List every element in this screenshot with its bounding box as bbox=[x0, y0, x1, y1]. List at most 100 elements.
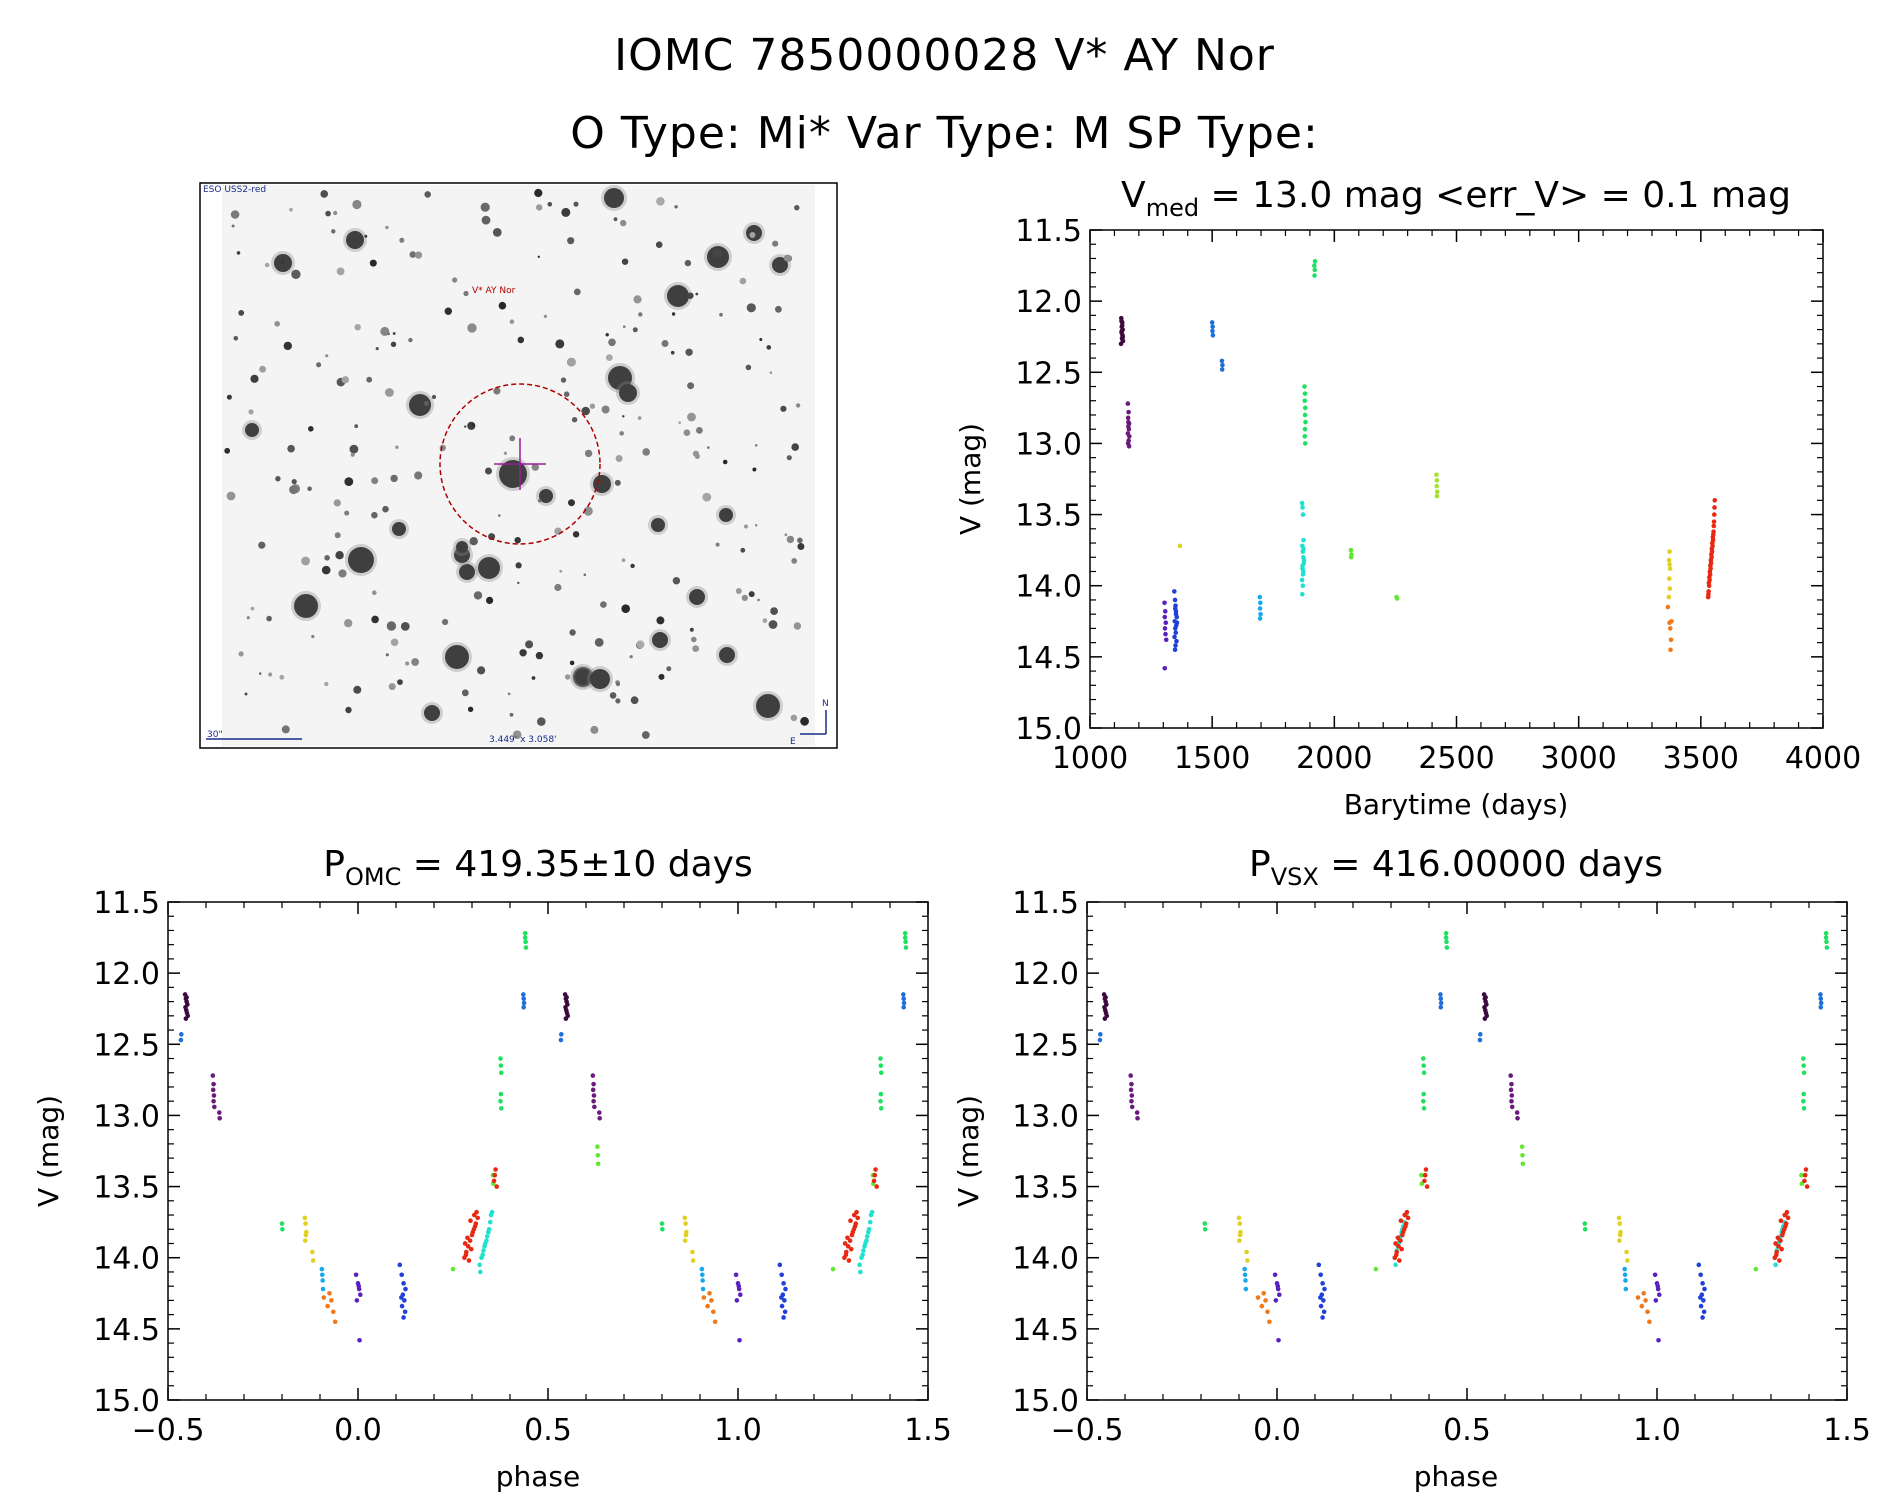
star bbox=[473, 591, 483, 600]
star bbox=[388, 683, 396, 691]
data-point bbox=[474, 1209, 479, 1215]
data-point bbox=[1202, 1226, 1208, 1232]
y-tick-label: 11.5 bbox=[93, 886, 160, 921]
data-point bbox=[1302, 441, 1308, 446]
data-point bbox=[1617, 1238, 1622, 1243]
star bbox=[629, 655, 633, 659]
data-point bbox=[590, 1073, 596, 1078]
star-halo bbox=[389, 519, 409, 539]
star bbox=[584, 449, 593, 458]
star bbox=[594, 638, 604, 647]
data-point bbox=[1478, 1032, 1483, 1037]
data-point bbox=[1174, 638, 1179, 644]
star bbox=[775, 305, 782, 313]
x-tick-label: 0.0 bbox=[1253, 1413, 1301, 1448]
data-point bbox=[734, 1298, 740, 1303]
star-halo bbox=[451, 544, 473, 566]
star bbox=[409, 394, 431, 416]
data-point bbox=[1421, 1091, 1426, 1097]
data-point bbox=[523, 945, 529, 950]
data-point bbox=[781, 1281, 786, 1286]
star bbox=[621, 258, 629, 265]
data-point bbox=[660, 1226, 665, 1232]
data-point bbox=[1801, 1091, 1806, 1097]
star bbox=[783, 254, 791, 262]
data-point bbox=[1127, 434, 1132, 439]
data-point bbox=[1667, 626, 1673, 631]
star bbox=[353, 685, 362, 694]
star bbox=[667, 285, 689, 307]
x-tick-label: 1500 bbox=[1174, 741, 1250, 776]
data-point bbox=[597, 1115, 602, 1121]
star bbox=[655, 241, 663, 248]
star-field bbox=[224, 185, 809, 739]
data-point bbox=[1162, 626, 1168, 631]
star bbox=[622, 415, 625, 418]
data-point bbox=[1302, 398, 1308, 404]
data-point bbox=[858, 1269, 863, 1275]
data-point bbox=[733, 1272, 739, 1278]
star bbox=[461, 689, 469, 697]
data-point bbox=[779, 1272, 784, 1278]
data-point bbox=[1667, 586, 1673, 591]
data-point bbox=[1434, 478, 1440, 483]
data-point bbox=[1236, 1215, 1242, 1221]
data-point bbox=[699, 1266, 705, 1272]
star bbox=[638, 312, 643, 317]
star bbox=[780, 405, 787, 412]
data-point bbox=[1162, 614, 1168, 620]
data-point bbox=[737, 1292, 743, 1298]
star bbox=[266, 615, 272, 622]
data-point bbox=[1303, 419, 1308, 425]
data-point bbox=[1301, 557, 1307, 563]
data-point bbox=[595, 1144, 600, 1150]
data-point bbox=[1125, 401, 1131, 406]
data-point bbox=[522, 931, 528, 936]
data-point bbox=[1394, 1252, 1399, 1258]
star bbox=[573, 288, 581, 296]
star bbox=[375, 347, 379, 351]
data-point bbox=[399, 1303, 405, 1309]
star bbox=[509, 435, 516, 442]
star bbox=[746, 303, 756, 313]
star bbox=[539, 489, 553, 503]
star bbox=[248, 409, 254, 415]
y-tick-label: 13.5 bbox=[1015, 499, 1082, 534]
data-point bbox=[558, 1037, 564, 1043]
star bbox=[371, 615, 379, 624]
star-halo bbox=[242, 420, 262, 440]
data-point bbox=[592, 1104, 597, 1110]
data-point bbox=[1616, 1215, 1622, 1221]
data-point bbox=[1300, 505, 1305, 510]
star bbox=[333, 499, 341, 507]
data-point bbox=[864, 1238, 869, 1243]
compass-north-label: N bbox=[822, 699, 829, 709]
data-point bbox=[357, 1292, 363, 1298]
data-point bbox=[1622, 1266, 1627, 1272]
field-size-label: 3.449' x 3.058' bbox=[489, 735, 557, 745]
data-point bbox=[1312, 259, 1318, 264]
data-point bbox=[1652, 1272, 1658, 1278]
data-point bbox=[1209, 320, 1215, 325]
data-point bbox=[845, 1235, 850, 1241]
data-point bbox=[1582, 1226, 1588, 1232]
data-point bbox=[1444, 939, 1449, 945]
data-point bbox=[1126, 426, 1132, 432]
star bbox=[334, 532, 341, 539]
star bbox=[507, 692, 511, 696]
data-point bbox=[1710, 532, 1716, 537]
star bbox=[492, 228, 502, 237]
data-point bbox=[211, 1081, 216, 1087]
y-tick-label: 12.0 bbox=[1015, 285, 1082, 320]
data-point bbox=[319, 1272, 325, 1278]
star bbox=[769, 371, 773, 375]
star bbox=[608, 338, 616, 347]
data-point bbox=[1775, 1235, 1781, 1241]
data-point bbox=[1802, 1172, 1808, 1178]
data-point bbox=[484, 1234, 490, 1239]
data-point bbox=[1129, 1098, 1134, 1104]
star bbox=[589, 403, 596, 409]
star bbox=[583, 573, 587, 576]
star bbox=[325, 210, 331, 217]
data-point bbox=[1779, 1246, 1784, 1252]
